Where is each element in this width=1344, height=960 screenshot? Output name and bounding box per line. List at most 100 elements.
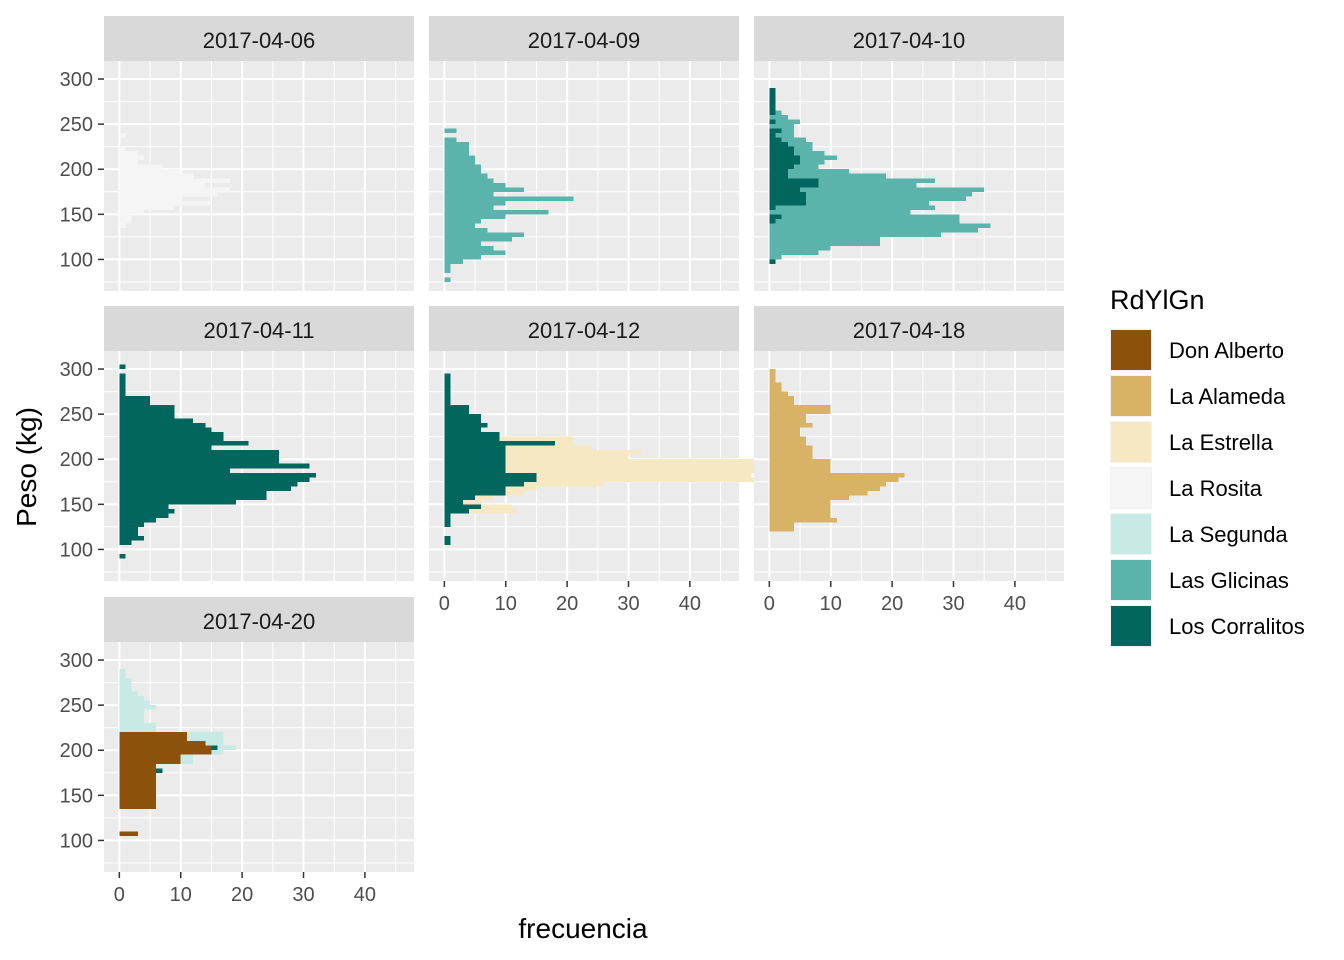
histogram-bar	[119, 490, 267, 496]
histogram-bar	[444, 128, 457, 134]
x-tick-label: 30	[292, 884, 314, 906]
histogram-bar	[444, 382, 451, 388]
histogram-bar	[769, 241, 880, 246]
legend-swatch	[1111, 422, 1151, 462]
legend-label: La Segunda	[1169, 522, 1288, 547]
histogram-bar	[119, 768, 157, 773]
histogram-bar	[554, 441, 574, 446]
histogram-bar	[119, 535, 144, 541]
legend-label: Las Glicinas	[1169, 568, 1289, 593]
histogram-bar	[444, 378, 451, 383]
histogram-bar	[769, 508, 831, 514]
histogram-bar	[444, 427, 482, 433]
histogram-bar	[775, 110, 782, 116]
histogram-bar	[769, 396, 794, 401]
x-tick-label: 10	[495, 593, 517, 615]
histogram-bar	[119, 763, 157, 769]
histogram-bar	[769, 169, 788, 174]
histogram-bar	[119, 209, 144, 215]
facet-title: 2017-04-11	[204, 318, 315, 343]
histogram-bar	[769, 418, 807, 424]
histogram-bar	[119, 387, 126, 392]
histogram-bar	[119, 378, 126, 383]
facet-title: 2017-04-12	[528, 318, 641, 343]
histogram-bar	[119, 223, 126, 228]
histogram-bar	[444, 472, 537, 478]
histogram-bar	[119, 691, 138, 697]
histogram-bar	[769, 391, 788, 397]
histogram-bar	[444, 432, 500, 437]
y-tick-label: 100	[60, 830, 93, 852]
histogram-bar	[769, 101, 776, 107]
histogram-bar	[119, 187, 230, 192]
histogram-bar	[119, 477, 310, 482]
histogram-bar	[211, 750, 224, 755]
histogram-bar	[769, 160, 801, 165]
histogram-bar	[444, 495, 476, 500]
histogram-bar	[119, 687, 132, 692]
histogram-bar	[180, 759, 194, 764]
histogram-bar	[119, 772, 157, 778]
histogram-bar	[444, 268, 451, 273]
histogram-bar	[119, 423, 206, 428]
histogram-bar	[775, 218, 960, 224]
legend-swatch	[1111, 514, 1151, 554]
legend-swatch	[1111, 606, 1151, 646]
histogram-bar	[444, 151, 469, 156]
histogram-bar	[444, 504, 482, 509]
histogram-bar	[769, 196, 807, 201]
histogram-bar	[444, 481, 525, 487]
facet-panel: 2017-04-12 0 10 20 30 40	[429, 306, 789, 615]
histogram-bar	[444, 187, 525, 192]
histogram-bar	[769, 378, 776, 383]
legend-label: La Rosita	[1169, 476, 1263, 501]
histogram-bar	[505, 459, 758, 464]
histogram-bar	[444, 209, 549, 215]
histogram-bar	[769, 445, 813, 451]
histogram-bar	[444, 405, 469, 410]
histogram-bar	[444, 250, 506, 255]
histogram-bar	[119, 459, 279, 464]
histogram-bar	[444, 454, 506, 460]
histogram-bar	[781, 128, 794, 134]
histogram-bar	[769, 259, 776, 264]
histogram-bar	[806, 200, 929, 206]
histogram-bar	[769, 106, 776, 111]
histogram-bar	[119, 373, 126, 379]
histogram-bar	[444, 178, 494, 183]
histogram-bar	[119, 441, 249, 446]
legend-swatch	[1111, 330, 1151, 370]
histogram-bar	[186, 736, 224, 742]
histogram-bar	[769, 187, 801, 192]
histogram-bar	[769, 133, 776, 138]
histogram-bar	[769, 115, 788, 120]
histogram-bar	[119, 463, 310, 469]
histogram-bar	[119, 472, 316, 478]
histogram-bar	[444, 400, 451, 406]
histogram-bar	[769, 472, 905, 478]
histogram-bar	[119, 173, 194, 179]
histogram-bar	[781, 214, 960, 219]
histogram-bar	[769, 517, 837, 523]
histogram-bar	[769, 409, 831, 415]
histogram-bar	[205, 741, 224, 746]
histogram-bar	[769, 405, 831, 410]
y-tick-label: 150	[60, 785, 93, 807]
histogram-bar	[769, 218, 776, 224]
y-tick-label: 200	[60, 159, 93, 181]
histogram-bar	[119, 418, 194, 424]
histogram-bar	[444, 490, 506, 496]
histogram-bar	[119, 133, 126, 138]
x-tick-label: 40	[1004, 593, 1026, 615]
histogram-bar	[769, 387, 782, 392]
histogram-bar	[769, 88, 776, 93]
histogram-bar	[119, 682, 132, 688]
histogram-bar	[119, 160, 138, 165]
histogram-bar	[119, 391, 126, 397]
histogram-bar	[505, 454, 629, 460]
histogram-bar	[769, 142, 788, 147]
histogram-bar	[119, 714, 144, 719]
facet-strip	[104, 16, 414, 61]
histogram-bar	[444, 205, 494, 210]
histogram-bar	[119, 481, 298, 487]
